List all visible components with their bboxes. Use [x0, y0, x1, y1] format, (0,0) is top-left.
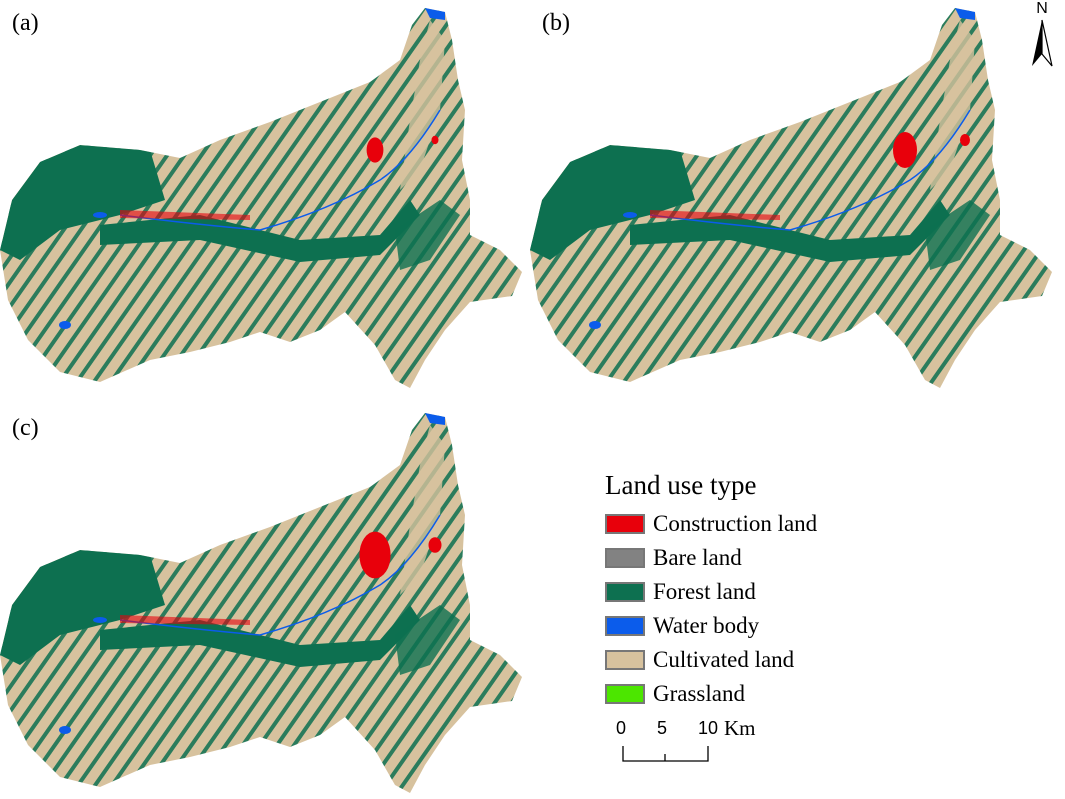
- construction-area: [893, 132, 917, 168]
- construction-area: [359, 531, 391, 579]
- scale-bar-line: [622, 746, 709, 762]
- scale-unit: Km: [724, 716, 756, 740]
- scale-tick-5: 5: [657, 718, 668, 738]
- land-use-map-b: [530, 8, 1052, 388]
- legend-swatch: [605, 616, 645, 636]
- legend-item: Construction land: [605, 507, 817, 541]
- construction-area: [366, 137, 384, 163]
- legend-label: Construction land: [653, 511, 818, 536]
- legend-label: Bare land: [653, 545, 742, 570]
- legend-item: Grassland: [605, 677, 817, 711]
- legend-label: Forest land: [653, 579, 756, 604]
- legend-label: Cultivated land: [653, 647, 795, 672]
- legend-item: Forest land: [605, 575, 817, 609]
- legend-item: Bare land: [605, 541, 817, 575]
- scale-tick-0: 0: [616, 718, 627, 738]
- north-arrow-icon: [1032, 19, 1053, 67]
- north-arrow: N: [1030, 0, 1054, 73]
- legend-swatch: [605, 650, 645, 670]
- construction-area: [960, 134, 970, 146]
- legend-label: Grassland: [653, 681, 745, 706]
- construction-area: [431, 135, 439, 145]
- construction-area: [428, 537, 442, 553]
- north-label: N: [1036, 0, 1048, 17]
- legend-swatch: [605, 582, 645, 602]
- legend-item: Water body: [605, 609, 817, 643]
- panel-label: (c): [12, 415, 39, 441]
- legend-swatch: [605, 514, 645, 534]
- legend-swatch: [605, 548, 645, 568]
- legend-swatch: [605, 684, 645, 704]
- land-use-map-a: [0, 8, 522, 388]
- legend: Land use type Construction land Bare land…: [605, 470, 817, 711]
- legend-label: Water body: [653, 613, 760, 638]
- scale-tick-10: 10: [698, 718, 719, 738]
- legend-item: Cultivated land: [605, 643, 817, 677]
- legend-title: Land use type: [605, 470, 757, 500]
- panel-label: (a): [12, 10, 39, 36]
- panel-label: (b): [542, 10, 570, 36]
- land-use-map-c: [0, 413, 522, 793]
